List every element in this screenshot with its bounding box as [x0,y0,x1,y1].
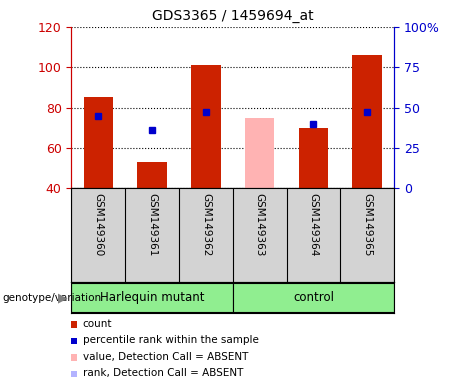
Text: genotype/variation: genotype/variation [2,293,101,303]
Text: GSM149365: GSM149365 [362,193,372,256]
Text: Harlequin mutant: Harlequin mutant [100,291,204,304]
Text: rank, Detection Call = ABSENT: rank, Detection Call = ABSENT [83,368,243,378]
Text: control: control [293,291,334,304]
Text: GSM149361: GSM149361 [147,193,157,256]
Bar [191,65,221,188]
Bar [245,118,274,188]
Text: GSM149360: GSM149360 [93,193,103,256]
Text: GSM149364: GSM149364 [308,193,319,256]
Text: GSM149363: GSM149363 [254,193,265,256]
Text: value, Detection Call = ABSENT: value, Detection Call = ABSENT [83,352,248,362]
Title: GDS3365 / 1459694_at: GDS3365 / 1459694_at [152,9,313,23]
Text: ▶: ▶ [58,291,67,304]
Bar [137,162,167,188]
Text: percentile rank within the sample: percentile rank within the sample [83,335,259,345]
Bar [299,127,328,188]
Bar [233,283,394,312]
Bar [353,55,382,188]
Text: GSM149362: GSM149362 [201,193,211,256]
Text: count: count [83,319,112,329]
Bar [71,283,233,312]
Bar [83,98,113,188]
